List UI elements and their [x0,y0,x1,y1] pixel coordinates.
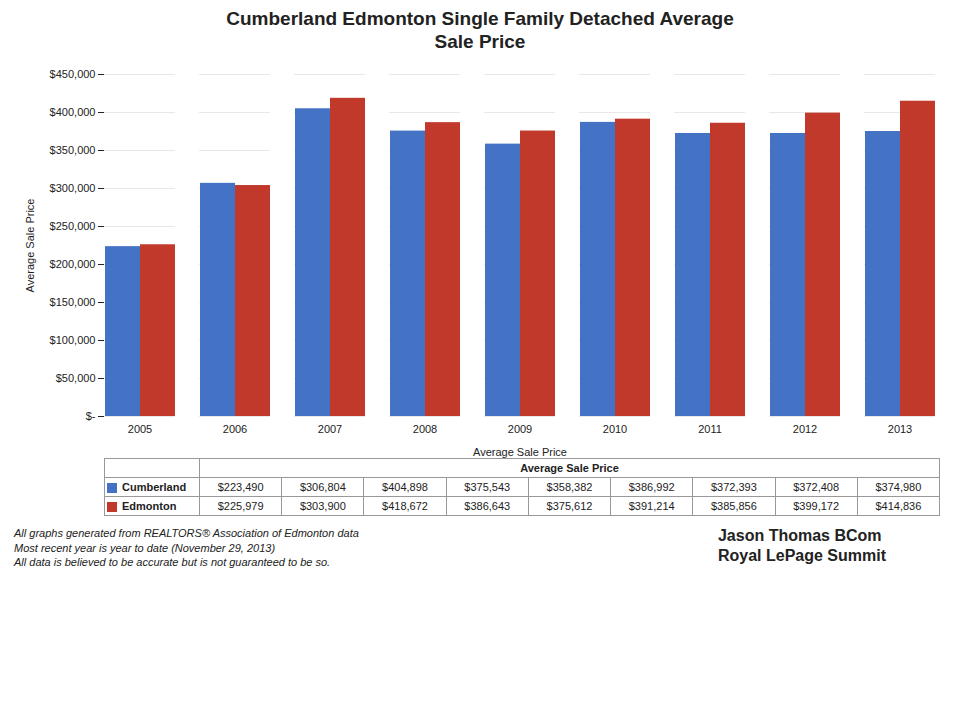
html-text:$223,490: $223,490 [217,480,264,493]
html-text:Jason Thomas BCom Royal LePage: Jason Thomas BCom Royal LePage Summit [718,526,886,564]
html-text:$225,979: $225,979 [217,499,264,512]
html-text:$399,172: $399,172 [793,499,840,512]
svg-text:$200,000: $200,000 [50,258,96,270]
svg-text:2012: 2012 [793,423,817,435]
html-text:$391,214: $391,214 [628,499,675,512]
html-text:$303,900: $303,900 [299,499,346,512]
svg-text:2011: 2011 [698,423,722,435]
svg-text:$-: $- [86,410,96,422]
svg-text:2006: 2006 [223,423,247,435]
svg-text:$100,000: $100,000 [50,334,96,346]
html-text:$375,543: $375,543 [464,480,511,493]
svg-text:2009: 2009 [508,423,532,435]
svg-text:2013: 2013 [888,423,912,435]
html-text:Average Sale Price: Average Sale Price [520,461,619,474]
svg-text:2007: 2007 [318,423,342,435]
html-text:$372,408: $372,408 [793,480,840,493]
html-text:Cumberland: Cumberland [122,480,187,493]
html-text:Edmonton: Edmonton [122,499,177,512]
svg-text:Average Sale Price: Average Sale Price [473,445,567,457]
svg-text:$300,000: $300,000 [50,182,96,194]
html-text:$358,382: $358,382 [546,480,593,493]
html-text:$386,643: $386,643 [464,499,511,512]
html-text:Cumberland Edmonton Single Fam: Cumberland Edmonton Single Family Detach… [226,8,734,52]
html-text:All graphs generated from REAL: All graphs generated from REALTORS® Asso… [14,526,359,569]
svg-text:$450,000: $450,000 [50,68,96,80]
html-text:$375,612: $375,612 [546,499,593,512]
svg-text:2008: 2008 [413,423,437,435]
svg-text:2005: 2005 [128,423,152,435]
svg-text:Average Sale Price: Average Sale Price [24,198,36,292]
html-text:$374,980: $374,980 [875,480,922,493]
html-text:$414,836: $414,836 [875,499,922,512]
svg-text:$50,000: $50,000 [56,372,96,384]
html-text:$385,856: $385,856 [711,499,757,512]
html-text:$386,992: $386,992 [628,480,675,493]
html-text:$418,672: $418,672 [382,499,428,512]
svg-text:$400,000: $400,000 [50,106,96,118]
html-text:$404,898: $404,898 [382,480,428,493]
html-text:$372,393: $372,393 [711,480,757,493]
svg-text:$150,000: $150,000 [50,296,96,308]
svg-text:$350,000: $350,000 [50,144,96,156]
svg-text:$250,000: $250,000 [50,220,96,232]
svg-text:2010: 2010 [603,423,627,435]
html-text:$306,804: $306,804 [299,480,346,493]
